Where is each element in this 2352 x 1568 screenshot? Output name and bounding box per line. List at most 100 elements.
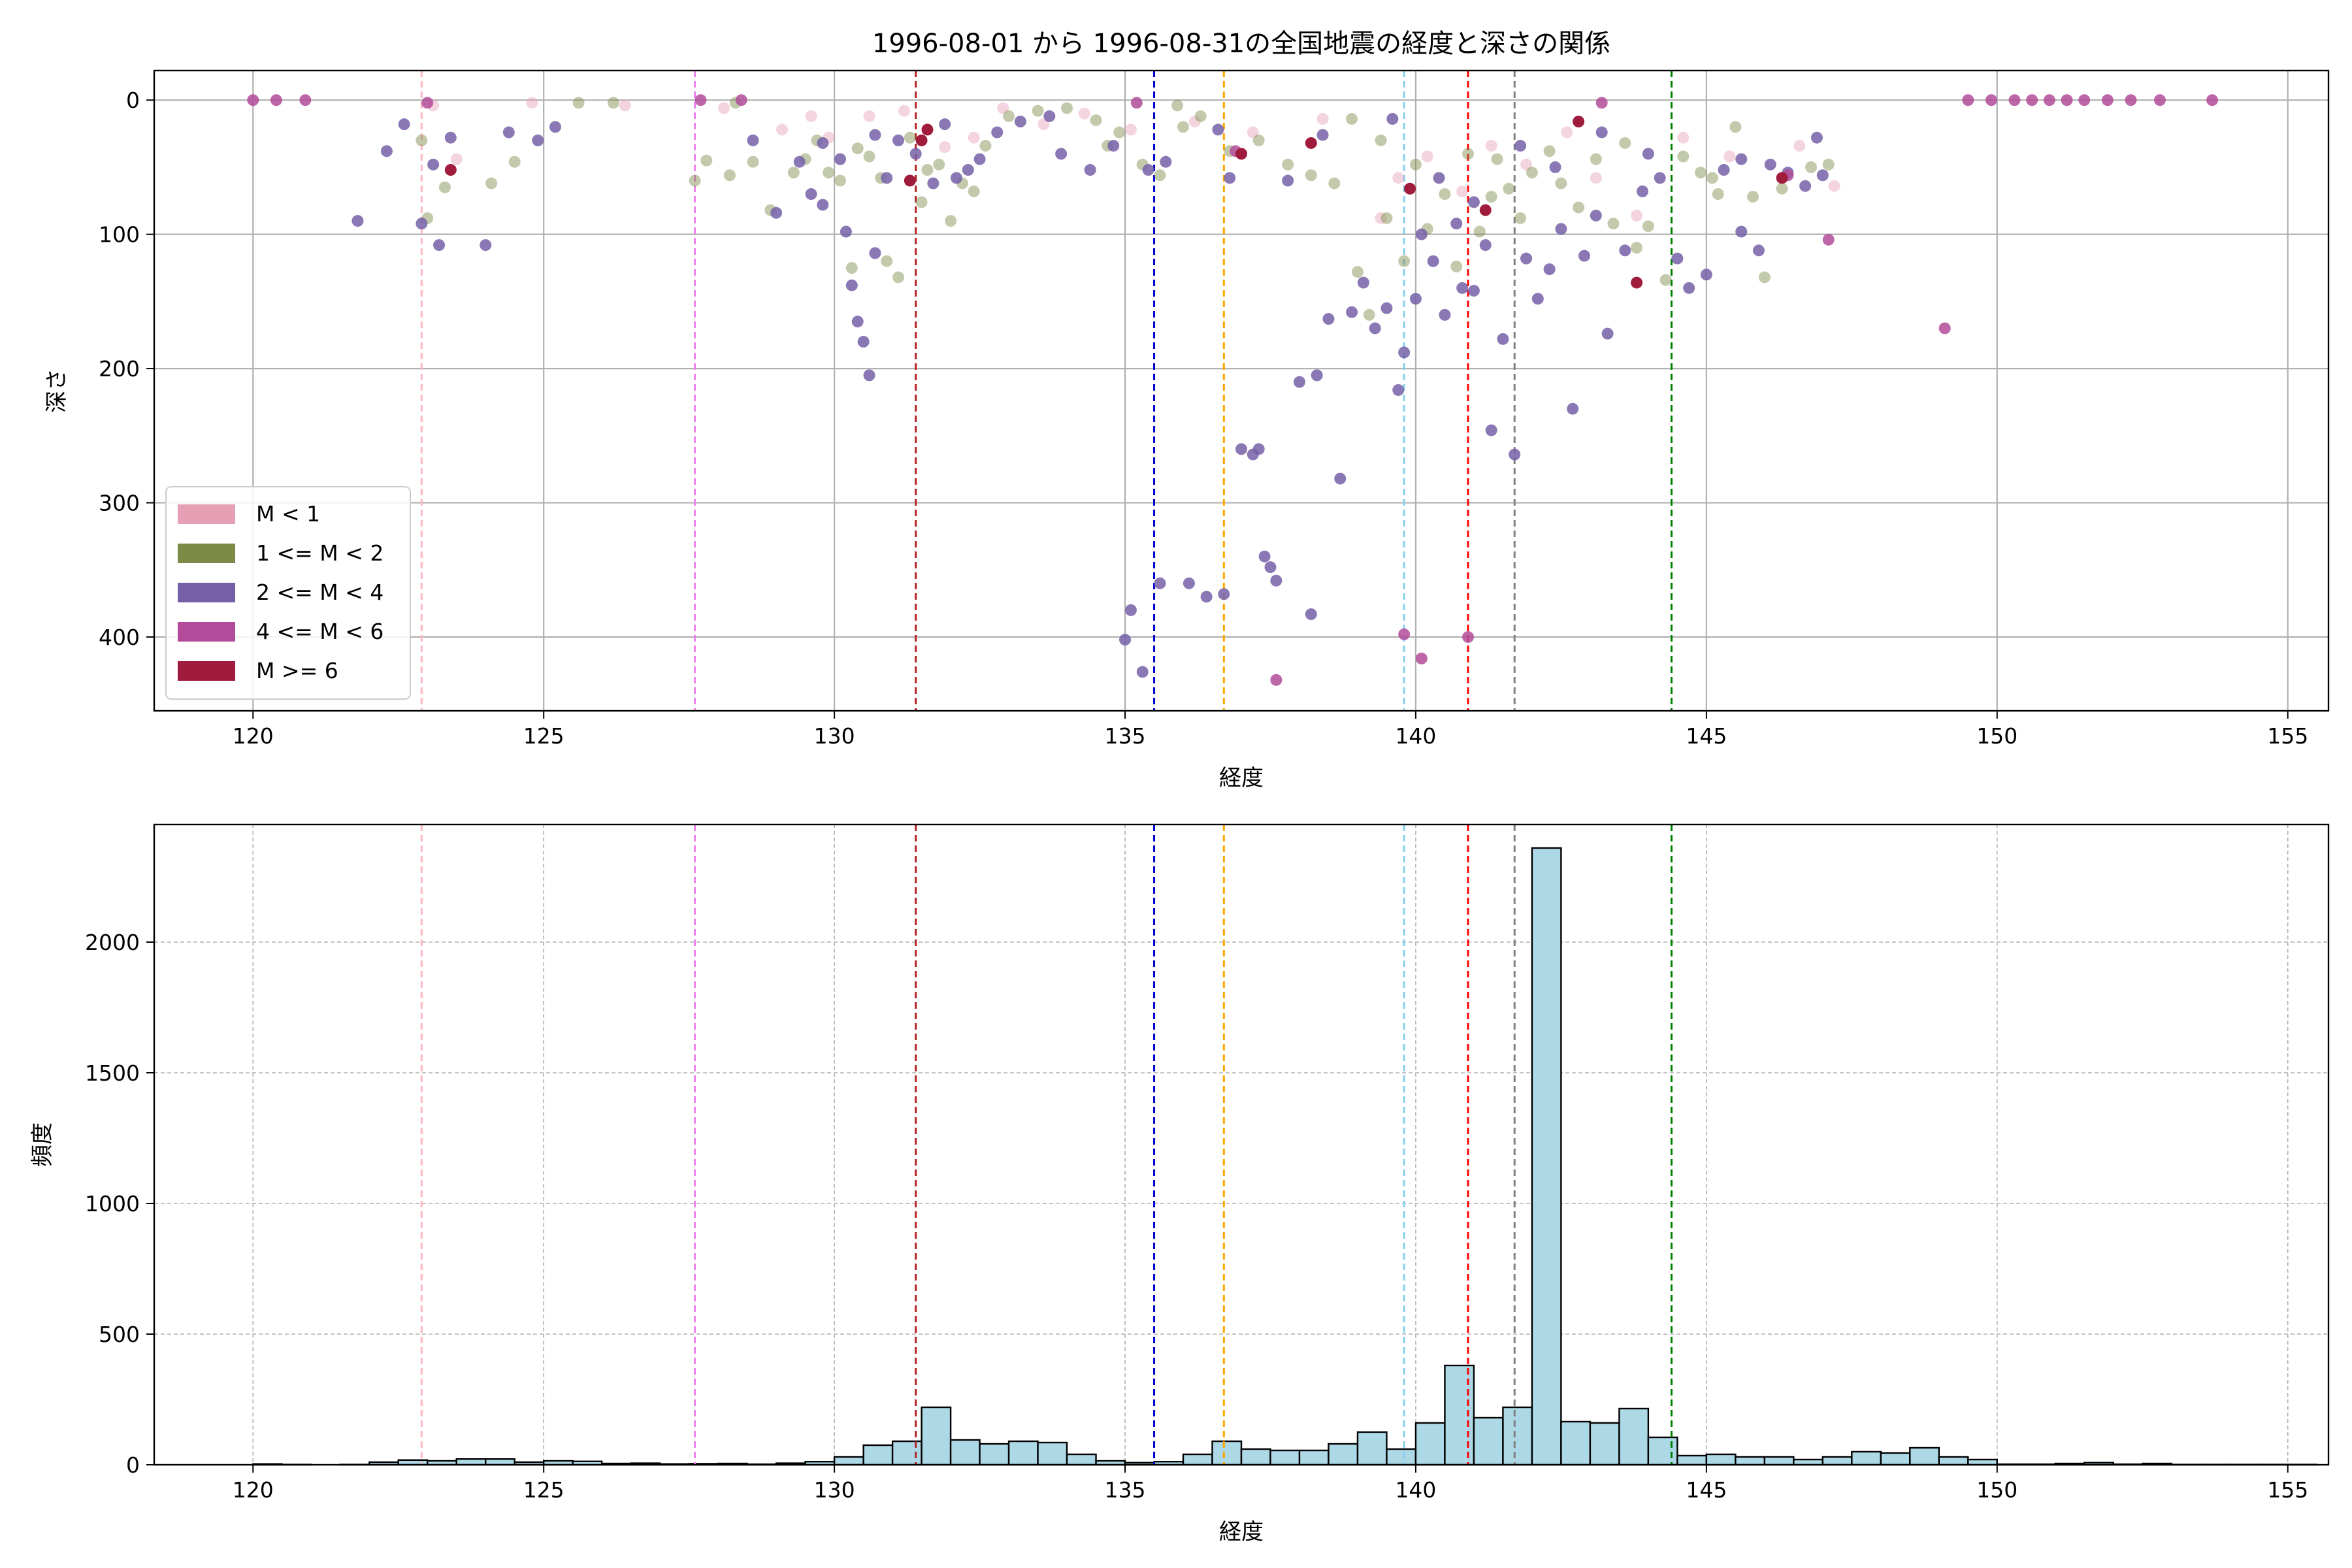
scatter-point-s2-9	[532, 134, 544, 146]
scatter-point-s2-10	[549, 121, 561, 133]
scatter-point-s2-94	[834, 153, 847, 165]
scatter-point-s1-5	[572, 97, 585, 109]
scatter-point-s2-65	[1450, 218, 1463, 230]
histogram-bar-36	[1298, 1449, 1330, 1466]
histogram-xtick-label-125: 125	[523, 1477, 564, 1503]
scatter-point-s2-53	[1322, 313, 1335, 325]
scatter-point-s2-97	[962, 164, 974, 176]
scatter-point-s0-27	[1793, 140, 1806, 152]
scatter-point-s3-16	[2026, 94, 2038, 106]
histogram-bar-33	[1211, 1440, 1243, 1466]
scatter-point-s2-1	[380, 145, 393, 157]
histogram-bar-54	[1821, 1456, 1853, 1466]
scatter-point-s2-81	[1636, 185, 1648, 197]
histogram-bar-45	[1560, 1420, 1592, 1466]
legend-swatch-m-4-6	[178, 622, 235, 642]
histogram-bar-26	[1007, 1440, 1039, 1466]
scatter-point-s2-68	[1479, 239, 1492, 252]
scatter-point-s2-46	[1258, 550, 1271, 563]
scatter-point-s2-77	[1578, 250, 1591, 262]
scatter-point-s1-28	[1061, 102, 1073, 114]
scatter-point-s0-7	[898, 105, 910, 117]
histogram-bar-24	[949, 1439, 981, 1466]
histogram-ytick-label-1500: 1500	[85, 1060, 140, 1086]
scatter-reference-lines	[420, 71, 1673, 711]
histogram-bar-58	[1938, 1456, 1969, 1466]
scatter-point-s1-9	[723, 169, 736, 182]
scatter-point-s4-1	[904, 174, 916, 187]
scatter-point-s0-13	[1188, 116, 1201, 128]
scatter-point-s2-0	[351, 215, 364, 227]
histogram-ytick-label-1000: 1000	[85, 1191, 140, 1217]
histogram-bar-40	[1414, 1422, 1446, 1466]
scatter-xtick-label-155: 155	[2267, 723, 2308, 749]
scatter-point-s0-22	[1561, 126, 1573, 139]
histogram-y-axis-label: 頻度	[29, 1122, 56, 1167]
scatter-point-s0-24	[1631, 209, 1643, 221]
scatter-point-s1-4	[508, 155, 521, 168]
scatter-point-s1-41	[1363, 308, 1375, 321]
histogram-bar-21	[862, 1444, 894, 1466]
legend-swatch-m-ge-6	[178, 661, 235, 681]
scatter-point-s0-21	[1520, 158, 1533, 171]
scatter-point-s2-52	[1311, 369, 1323, 382]
scatter-point-s0-12	[1124, 123, 1137, 136]
scatter-xtick-label-140: 140	[1395, 723, 1436, 749]
scatter-point-s0-1	[526, 97, 538, 109]
scatter-point-s1-16	[845, 262, 858, 274]
scatter-point-s2-58	[1380, 302, 1393, 314]
scatter-x-axis-label: 経度	[1219, 765, 1264, 791]
scatter-point-s2-73	[1531, 293, 1544, 305]
scatter-point-s2-62	[1415, 228, 1428, 240]
scatter-point-s1-79	[1346, 112, 1358, 125]
histogram-bar-27	[1037, 1441, 1068, 1466]
scatter-point-s2-26	[950, 172, 962, 184]
scatter-point-s2-47	[1264, 561, 1277, 574]
scatter-point-s0-20	[1485, 140, 1497, 152]
scatter-point-s1-70	[1822, 158, 1835, 171]
scatter-point-s1-40	[1351, 266, 1364, 278]
scatter-point-s2-76	[1567, 402, 1579, 415]
legend-swatch-m-2-4	[178, 583, 235, 602]
scatter-point-s2-25	[927, 177, 939, 189]
scatter-point-s1-6	[607, 97, 619, 109]
scatter-point-s2-57	[1369, 322, 1381, 335]
scatter-point-s2-70	[1497, 333, 1509, 345]
histogram-bar-8	[485, 1458, 515, 1466]
histogram-bar-28	[1066, 1453, 1097, 1466]
histogram-bar-35	[1269, 1449, 1301, 1466]
scatter-point-s2-27	[973, 153, 986, 165]
scatter-point-s2-95	[869, 129, 881, 141]
scatter-point-s1-32	[1154, 169, 1166, 182]
histogram-xtick-label-130: 130	[814, 1477, 855, 1503]
scatter-point-s1-81	[1491, 153, 1503, 165]
scatter-point-s0-4	[776, 123, 789, 136]
histogram-ytick-label-500: 500	[99, 1322, 140, 1347]
scatter-point-s2-2	[398, 118, 410, 131]
histogram-xtick-label-120: 120	[233, 1477, 274, 1503]
scatter-point-s2-98	[1043, 110, 1056, 122]
scatter-xtick-label-125: 125	[523, 723, 564, 749]
scatter-point-s2-32	[1107, 140, 1120, 152]
scatter-point-s0-9	[968, 131, 980, 144]
histogram-bar-38	[1356, 1431, 1388, 1466]
scatter-point-s3-2	[299, 94, 312, 106]
scatter-point-s1-30	[1113, 126, 1126, 139]
scatter-point-s2-38	[1160, 155, 1172, 168]
scatter-point-s0-31	[997, 102, 1009, 114]
scatter-point-s4-4	[1235, 148, 1247, 160]
scatter-point-s1-55	[1555, 177, 1567, 189]
scatter-point-s0-16	[1375, 212, 1387, 224]
scatter-point-s2-13	[793, 155, 806, 168]
scatter-point-s1-48	[1462, 148, 1475, 160]
scatter-point-s1-49	[1473, 225, 1486, 238]
scatter-point-s1-17	[863, 150, 875, 163]
scatter-point-s1-46	[1439, 188, 1451, 201]
scatter-point-s0-3	[718, 102, 730, 114]
histogram-bar-7	[455, 1458, 487, 1466]
scatter-point-s2-96	[939, 118, 951, 131]
scatter-x-ticks: 120 125 130 135 140 145 150 155	[233, 711, 2308, 749]
scatter-point-s2-92	[1816, 169, 1829, 182]
scatter-point-s1-39	[1328, 177, 1341, 189]
scatter-point-s2-50	[1293, 376, 1305, 388]
